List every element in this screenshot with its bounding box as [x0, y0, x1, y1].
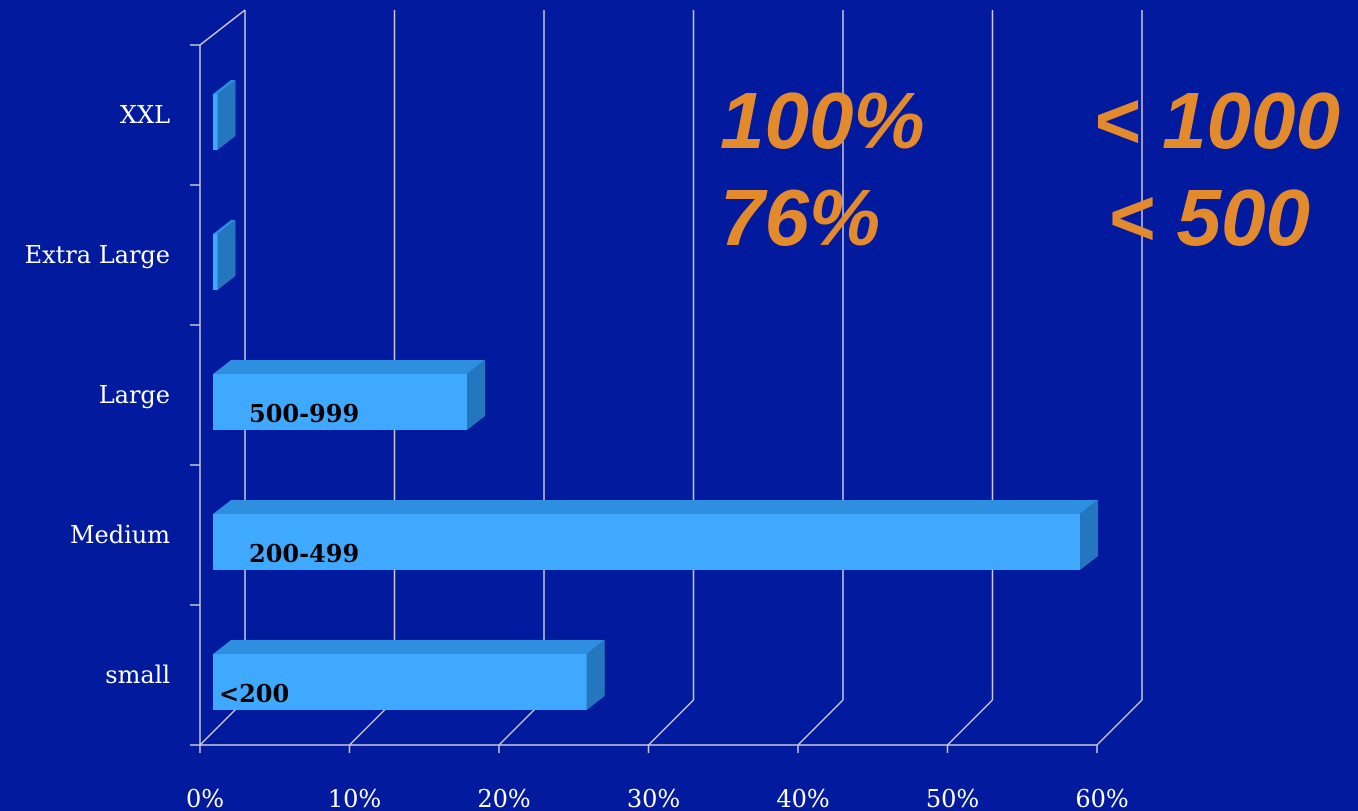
bars-layer [213, 80, 1099, 710]
x-tick-label: 10% [328, 785, 381, 811]
bar-value-label: 500-999 [249, 399, 359, 428]
bar-extra-large [213, 220, 236, 290]
annotation-text: 100% [720, 76, 925, 165]
category-label: Extra Large [25, 241, 170, 269]
bar-xxl [213, 80, 236, 150]
bar-small [213, 640, 605, 710]
bar-front-face [213, 94, 218, 150]
x-tick-label: 30% [627, 785, 680, 811]
category-label: Medium [70, 521, 170, 549]
bar-top-face [213, 220, 236, 234]
x-tick-label: 0% [186, 785, 224, 811]
x-tick-label: 40% [776, 785, 829, 811]
labels-layer: 0% 10% 20% 30% 40% 50% 60% small <200 Medium 200-4… [25, 101, 1129, 811]
bar-top-face [213, 500, 1099, 514]
x-tick-label: 50% [926, 785, 979, 811]
floor-gridline [1096, 699, 1143, 746]
bar-value-label: 200-499 [249, 539, 359, 568]
x-tick-label: 20% [477, 785, 530, 811]
bar-top-face [213, 640, 605, 654]
bar-top-face [213, 360, 486, 374]
y-axis-top-edge [199, 9, 246, 46]
category-label: small [105, 661, 170, 689]
bar-side-face [1080, 500, 1099, 570]
bar-large [213, 360, 486, 430]
annotations-layer: 100% < 1000 76% < 500 [720, 76, 1340, 262]
bar-side-face [217, 80, 236, 150]
x-tick-label: 60% [1075, 785, 1128, 811]
bar-front-face [213, 374, 468, 430]
bar-medium [213, 500, 1099, 570]
bar-front-face [213, 654, 587, 710]
bar-top-face [213, 80, 236, 94]
category-label: Large [99, 381, 170, 409]
grid-layer [190, 9, 1143, 753]
annotation-text: < 500 [1108, 173, 1310, 262]
bar-side-face [467, 360, 486, 430]
category-label: XXL [120, 101, 170, 129]
bar-side-face [217, 220, 236, 290]
annotation-text: < 1000 [1093, 76, 1340, 165]
floor-gridline [797, 699, 844, 746]
bar-front-face [213, 514, 1081, 570]
bar-front-face [213, 234, 218, 290]
floor-gridline [647, 699, 695, 746]
bar-value-label: <200 [219, 679, 289, 708]
bar-side-face [586, 640, 605, 710]
floor-gridline [946, 699, 994, 746]
annotation-text: 76% [720, 173, 880, 262]
